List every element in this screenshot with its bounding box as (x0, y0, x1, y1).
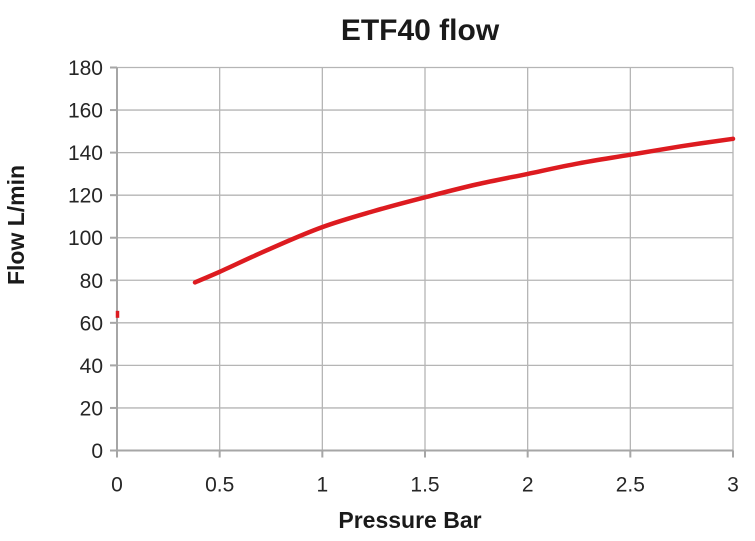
y-tick-label: 20 (80, 397, 103, 420)
tick-marks (110, 66, 734, 458)
gridlines (117, 66, 734, 451)
x-tick-label: 3 (727, 474, 739, 497)
y-axis-title: Flow L/min (3, 165, 29, 285)
y-tick-label: 160 (68, 100, 103, 123)
x-tick-label: 1.5 (410, 474, 439, 497)
y-tick-label: 180 (68, 57, 103, 80)
x-tick-label: 1 (316, 474, 328, 497)
y-tick-label: 40 (80, 355, 103, 378)
y-tick-label: 0 (91, 440, 103, 463)
tick-labels: 0 20 40 60 80 100 120 140 160 180 0 0.5 1 1.5 2 2.5 3 (68, 57, 739, 497)
flow-curve (192, 136, 736, 285)
y-tick-label: 140 (68, 142, 103, 165)
x-tick-label: 0.5 (205, 474, 234, 497)
flow-curve-group (115, 136, 736, 318)
y-tick-label: 60 (80, 312, 103, 335)
x-tick-label: 0 (111, 474, 123, 497)
chart-title: ETF40 flow (341, 14, 500, 47)
x-tick-label: 2.5 (616, 474, 645, 497)
x-tick-label: 2 (522, 474, 534, 497)
x-axis-title: Pressure Bar (338, 507, 481, 533)
y-tick-label: 120 (68, 185, 103, 208)
y-tick-label: 80 (80, 270, 103, 293)
y-tick-label: 100 (68, 227, 103, 250)
